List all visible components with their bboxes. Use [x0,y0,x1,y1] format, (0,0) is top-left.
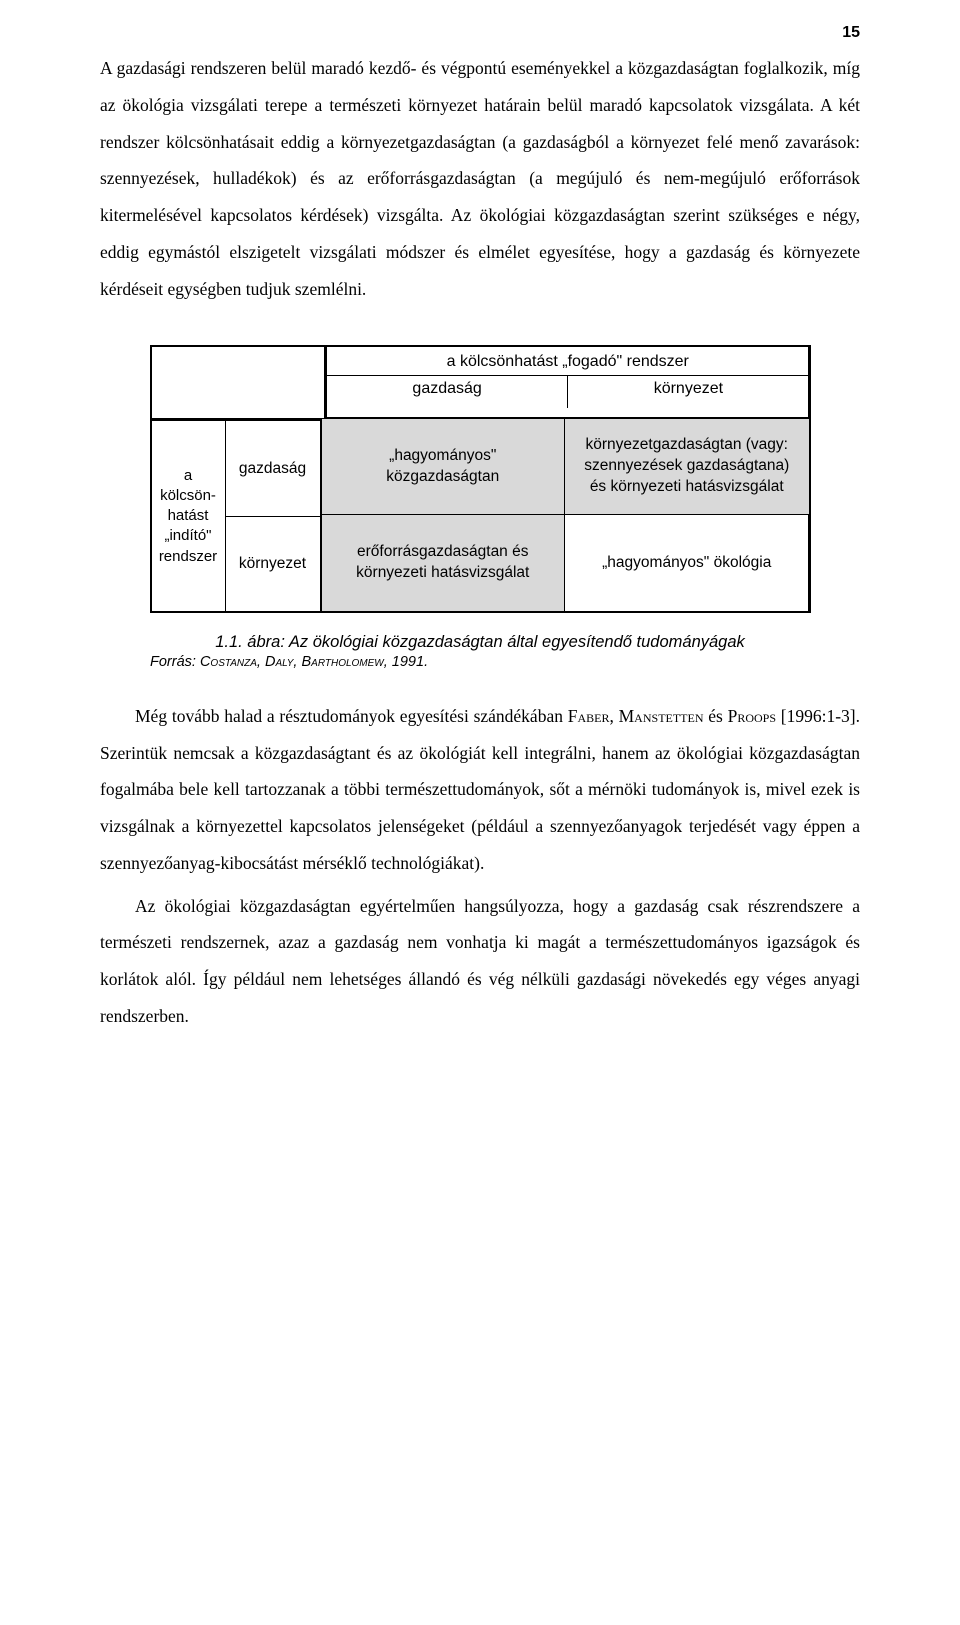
table-cell-economy-environment: környezetgazdaságtan (vagy: szennyezések… [565,419,809,515]
table-col-kornyezet: környezet [568,376,808,408]
author-manstetten: Manstetten [619,706,704,726]
page-number: 15 [842,24,860,42]
table-body: a kölcsön-hatást „indító" rendszer gazda… [152,419,808,611]
table-cell-environment-economy: erőforrásgazdaságtan és környezeti hatás… [322,515,566,611]
figure-source: Forrás: Costanza, Daly, Bartholomew, 199… [150,654,860,670]
table-row-kornyezet: környezet [226,517,320,612]
table-top-header: a kölcsönhatást „fogadó" rendszer gazdas… [152,347,808,419]
table-col-gazdasag: gazdaság [327,376,568,408]
table-column-labels: gazdaság környezet [327,376,809,408]
table-cell-environment-environment: „hagyományos" ökológia [565,515,809,611]
table-row-labels: gazdaság környezet [226,421,320,611]
table-cell-economy-economy: „hagyományos" közgazdaságtan [322,419,566,515]
paragraph-3: Az ökológiai közgazdaságtan egyértelműen… [100,888,860,1035]
table-cells: „hagyományos" közgazdaságtan környezetga… [322,419,811,613]
author-faber: Faber [568,706,610,726]
interaction-matrix-table: a kölcsönhatást „fogadó" rendszer gazdas… [150,345,810,613]
table-receiver-header: a kölcsönhatást „fogadó" rendszer gazdas… [325,345,811,420]
figure-source-year: , 1991. [384,654,428,670]
table-initiator-title: a kölcsön-hatást „indító" rendszer [152,421,226,611]
table-initiator-header: a kölcsön-hatást „indító" rendszer gazda… [150,419,322,613]
paragraph-2: Még tovább halad a résztudományok egyesí… [100,698,860,882]
diagram-container: a kölcsönhatást „fogadó" rendszer gazdas… [150,345,810,613]
table-corner-spacer [152,347,325,419]
para2-segment-c: és [704,706,728,726]
para2-segment-a: Még tovább halad a résztudományok egyesí… [135,706,568,726]
figure-source-prefix: Forrás: [150,654,200,670]
author-proops: Proops [728,706,776,726]
para2-segment-b: , [609,706,618,726]
table-row-gazdasag: gazdaság [226,421,320,517]
para2-segment-d: [1996:1-3]. Szerintük nemcsak a közgazda… [100,706,860,873]
page: 15 A gazdasági rendszeren belül maradó k… [0,0,960,1101]
paragraph-1: A gazdasági rendszeren belül maradó kezd… [100,50,860,307]
table-receiver-title: a kölcsönhatást „fogadó" rendszer [327,347,809,376]
figure-caption: 1.1. ábra: Az ökológiai közgazdaságtan á… [100,633,860,652]
figure-source-names: Costanza, Daly, Bartholomew [200,654,384,670]
